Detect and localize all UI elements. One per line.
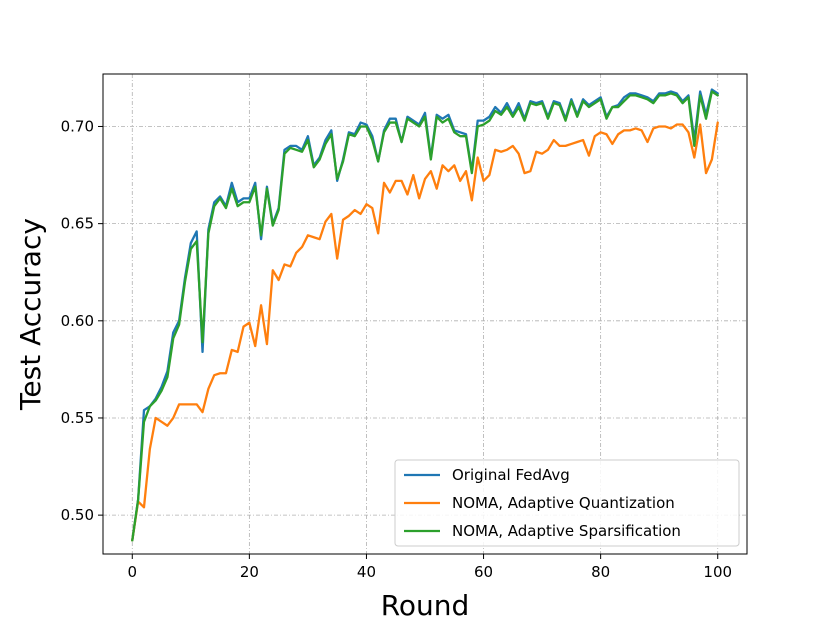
- y-tick-label: 0.55: [61, 409, 94, 427]
- y-axis-ticks: 0.50 0.55 0.60 0.65 0.70: [61, 117, 103, 524]
- series-lines: [131, 88, 719, 542]
- legend-label: Original FedAvg: [452, 466, 570, 484]
- series-line-2: [131, 121, 719, 542]
- x-tick-label: 80: [591, 563, 610, 581]
- y-tick-label: 0.65: [61, 215, 94, 233]
- y-tick-label: 0.70: [61, 117, 94, 135]
- y-tick-label: 0.60: [61, 312, 94, 330]
- x-tick-label: 100: [703, 563, 732, 581]
- x-tick-label: 60: [474, 563, 493, 581]
- plot-area-frame: [102, 73, 748, 555]
- series-line-1: [131, 88, 719, 542]
- legend-label: NOMA, Adaptive Sparsification: [452, 522, 681, 540]
- x-tick-label: 40: [357, 563, 376, 581]
- x-axis-ticks: 0 20 40 60 80 100: [127, 554, 732, 581]
- x-tick-label: 20: [240, 563, 259, 581]
- legend-box: [394, 459, 740, 547]
- legend: Original FedAvg NOMA, Adaptive Quantizati…: [394, 459, 740, 547]
- x-axis-title: Round: [381, 589, 470, 622]
- legend-label: NOMA, Adaptive Quantization: [452, 494, 675, 512]
- y-tick-label: 0.50: [61, 506, 94, 524]
- y-axis-title: Test Accuracy: [14, 218, 47, 411]
- x-tick-label: 0: [127, 563, 137, 581]
- series-line-3: [131, 90, 719, 542]
